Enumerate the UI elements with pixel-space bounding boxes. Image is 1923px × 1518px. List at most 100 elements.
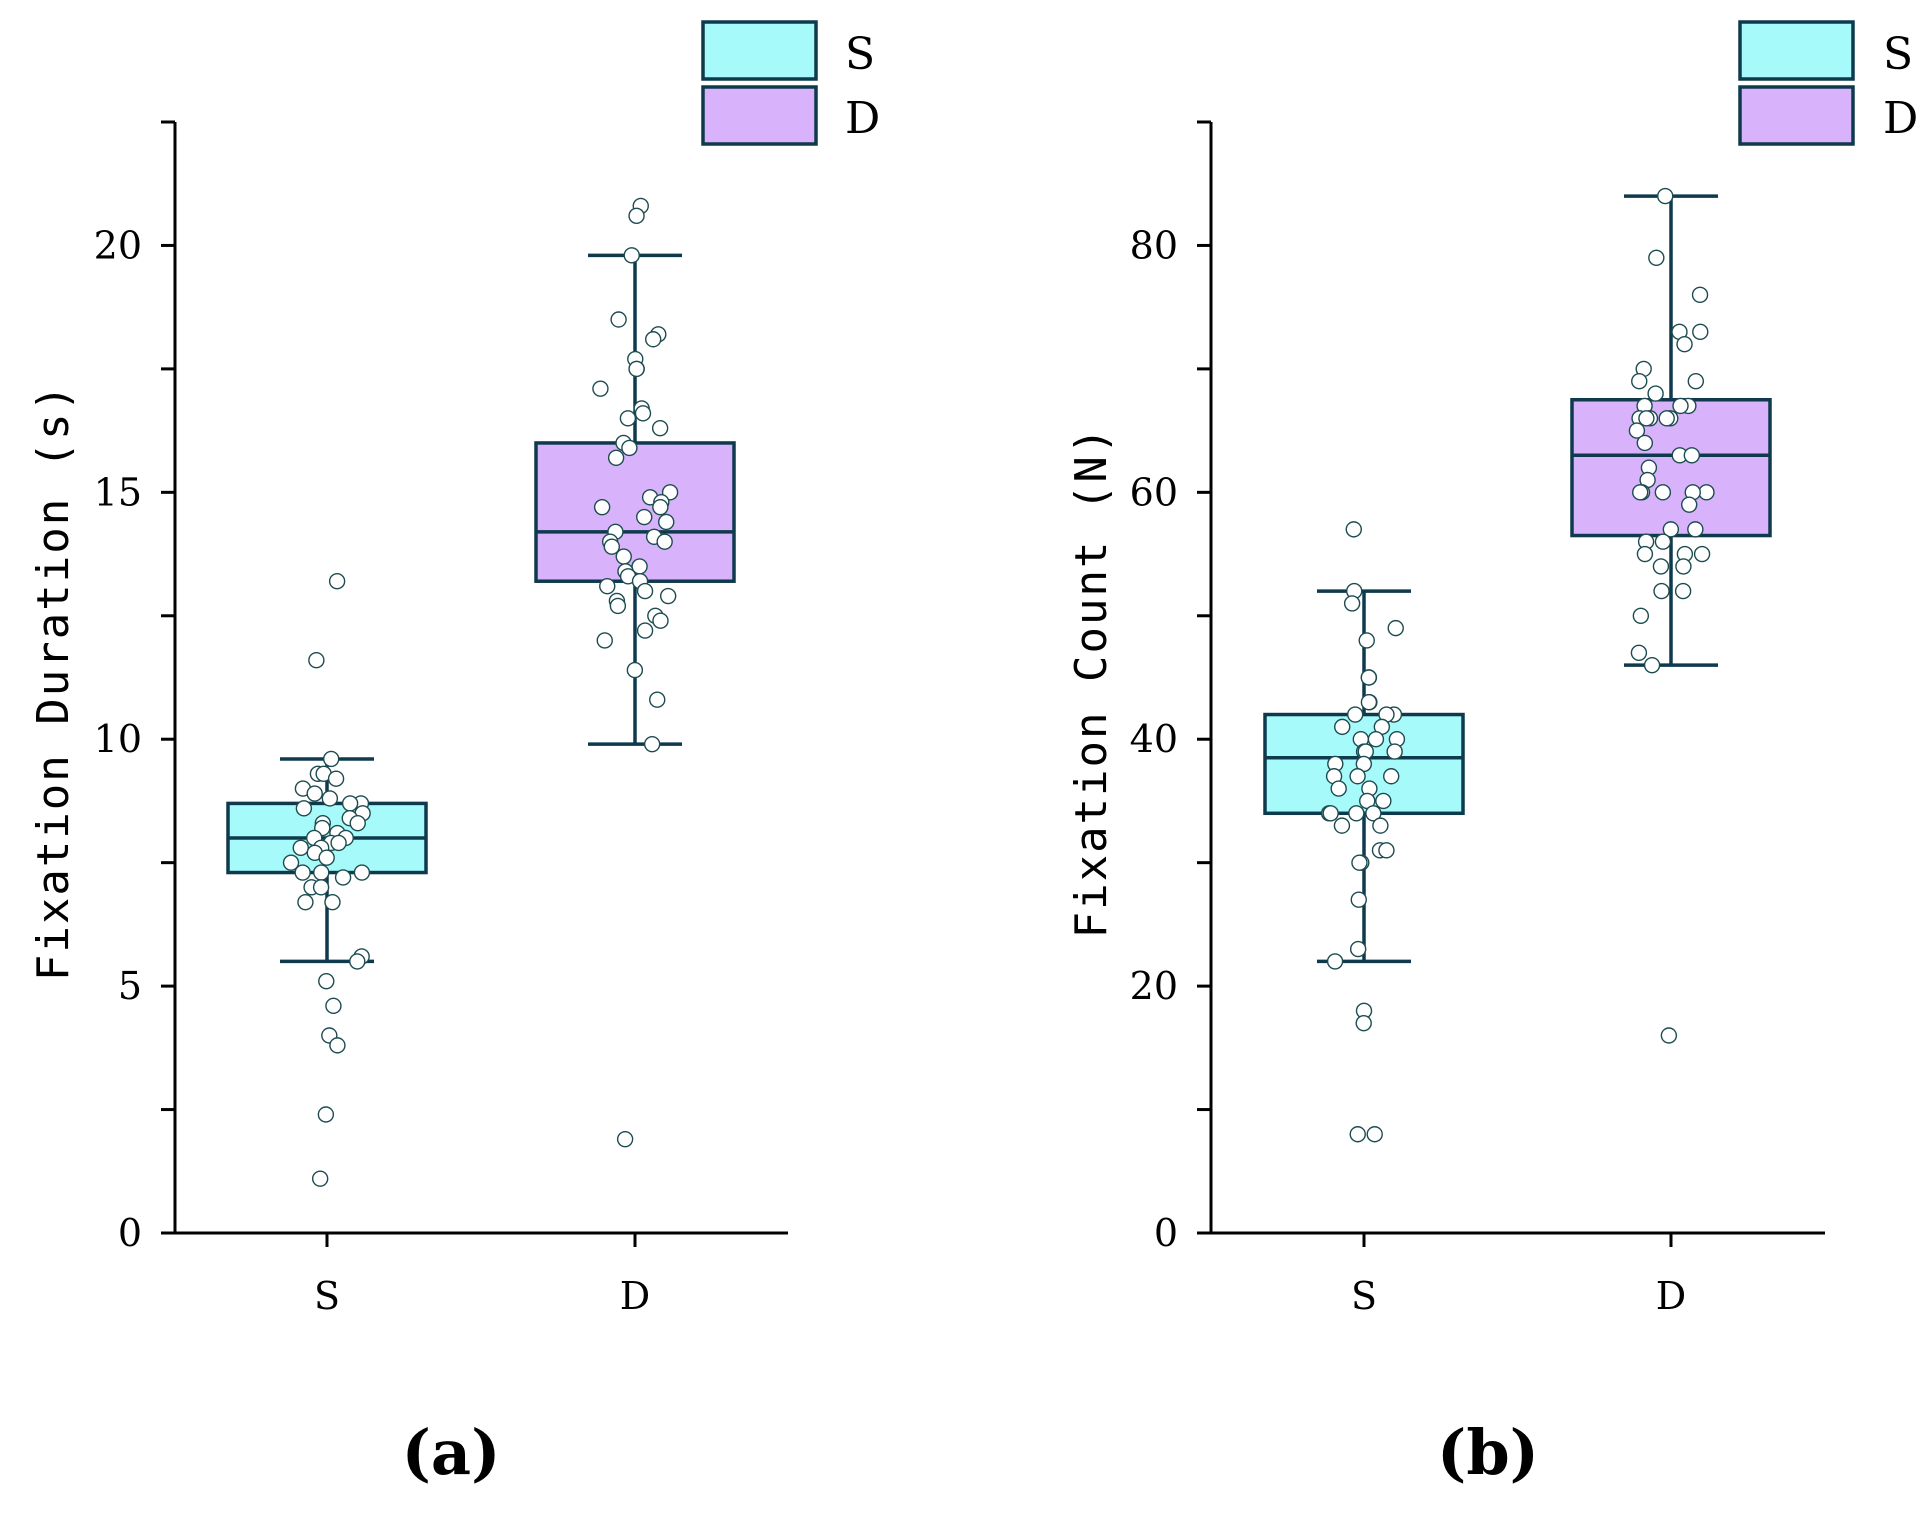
legend: S D	[1738, 20, 1918, 146]
y-tick-label-0: 0	[1154, 1211, 1178, 1255]
y-tick-label-40: 40	[1130, 717, 1178, 761]
x-tick-label-d: D	[620, 1274, 650, 1318]
data-point-d	[621, 439, 638, 457]
data-point-d	[634, 405, 652, 422]
y-tick-label-20: 20	[1130, 964, 1178, 1008]
data-point-d	[596, 632, 613, 649]
data-point-s	[349, 814, 366, 832]
data-point-s	[1355, 1014, 1372, 1032]
data-point-s	[294, 864, 311, 881]
data-point-s	[1333, 817, 1351, 834]
y-ticks	[1197, 120, 1211, 1235]
data-point-d	[593, 498, 611, 516]
panel-label-b: (b)	[1437, 1416, 1539, 1489]
data-point-s	[1367, 731, 1385, 748]
data-point-d	[1692, 323, 1709, 341]
y-tick-labels: 0 20 40 60 80	[1130, 223, 1178, 1255]
legend-label-d: D	[1883, 93, 1918, 144]
y-tick-label-80: 80	[1130, 223, 1178, 267]
data-point-d	[1636, 545, 1654, 563]
data-points	[282, 197, 679, 1187]
data-point-d	[1638, 410, 1655, 427]
data-point-d	[1687, 373, 1705, 390]
data-point-s	[1387, 619, 1404, 637]
data-point-d	[1652, 558, 1670, 575]
data-point-s	[1360, 693, 1378, 711]
data-point-d	[636, 622, 654, 639]
data-point-d	[1647, 385, 1664, 402]
data-point-d	[1648, 249, 1665, 266]
panel-b: S D 0 20 40 60 80 S D Fixation Count (N)…	[1066, 20, 1918, 1489]
data-point-s	[1322, 805, 1339, 822]
data-point-s	[1375, 792, 1392, 810]
legend-swatch-d	[1738, 85, 1855, 146]
data-point-d	[603, 538, 621, 555]
data-point-d	[599, 577, 616, 595]
data-points	[1320, 187, 1715, 1143]
y-tick-labels: 0 5 10 15 20	[94, 223, 142, 1255]
data-point-d	[636, 582, 654, 600]
data-point-s	[349, 953, 366, 970]
data-point-d	[1691, 286, 1709, 304]
y-tick-label-20: 20	[94, 223, 142, 267]
data-point-d	[1693, 545, 1711, 563]
y-axis-title: Fixation Count (N)	[1066, 426, 1117, 939]
data-point-d	[592, 380, 609, 397]
data-point-s	[1365, 805, 1382, 822]
data-point-d	[628, 360, 645, 378]
data-point-s	[1378, 842, 1395, 859]
data-point-s	[341, 795, 359, 812]
data-point-d	[1636, 434, 1654, 452]
data-point-d	[652, 612, 669, 629]
data-point-s	[312, 879, 330, 896]
data-point-s	[1349, 768, 1366, 785]
data-point-s	[292, 839, 309, 857]
panel-a: S D 0 5 10 15 20 S D Fixation Duration (…	[28, 20, 880, 1489]
data-point-d	[628, 207, 645, 225]
y-axis-title: Fixation Duration (s)	[28, 383, 79, 981]
data-point-s	[317, 1106, 335, 1123]
data-point-d	[1683, 447, 1701, 464]
data-point-d	[643, 735, 661, 753]
data-point-d	[645, 331, 662, 348]
data-point-s	[1350, 891, 1367, 908]
data-point-d	[652, 498, 669, 516]
data-point-s	[1348, 805, 1365, 822]
data-point-d	[1632, 607, 1650, 624]
data-point-s	[321, 790, 339, 807]
data-point-s	[1346, 706, 1364, 723]
legend: S D	[701, 20, 880, 146]
data-point-s	[1345, 521, 1362, 538]
data-point-s	[308, 652, 325, 669]
data-point-s	[1334, 718, 1351, 736]
data-point-d	[1674, 582, 1692, 600]
data-point-s	[311, 1170, 329, 1187]
data-point-d	[651, 419, 669, 437]
legend-label-s: S	[845, 29, 875, 80]
data-point-d	[623, 247, 640, 264]
x-tick-label-d: D	[1656, 1274, 1686, 1318]
data-point-d	[1662, 521, 1680, 538]
boxes	[226, 253, 736, 964]
x-tick-label-s: S	[314, 1274, 340, 1318]
data-point-s	[322, 750, 340, 768]
data-point-s	[1330, 780, 1347, 797]
data-point-s	[318, 972, 335, 990]
data-point-d	[1630, 644, 1648, 662]
data-point-d	[1681, 496, 1698, 513]
data-point-d	[649, 691, 666, 708]
data-point-s	[282, 854, 300, 871]
data-point-d	[1657, 187, 1674, 205]
y-tick-label-60: 60	[1130, 470, 1178, 514]
data-point-s	[313, 864, 330, 881]
data-point-d	[1654, 533, 1672, 550]
data-point-s	[1358, 632, 1375, 649]
data-point-d	[1631, 373, 1648, 390]
data-point-s	[295, 800, 313, 817]
data-point-d	[1676, 336, 1693, 353]
data-point-d	[1653, 582, 1670, 600]
data-point-s	[1326, 953, 1344, 970]
data-point-s	[1351, 854, 1368, 871]
data-point-d	[615, 548, 632, 565]
